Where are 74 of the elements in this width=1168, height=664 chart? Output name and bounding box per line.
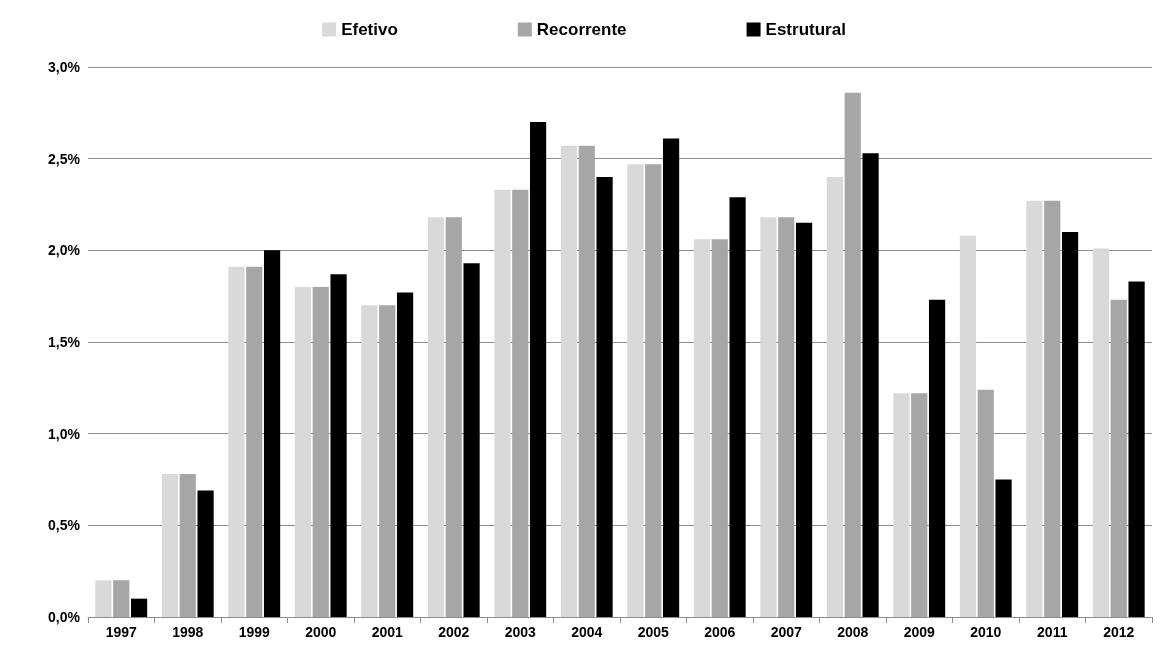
x-tick-label: 2006: [704, 624, 736, 640]
y-tick-label: 0,0%: [48, 609, 81, 625]
bar: [893, 393, 910, 617]
x-tick-label: 2009: [903, 624, 936, 640]
bar: [263, 250, 281, 617]
x-tick-label: 2011: [1037, 624, 1068, 640]
bar: [246, 266, 263, 617]
bar: [560, 145, 578, 617]
y-tick-label: 2,5%: [48, 150, 81, 167]
bar: [1110, 299, 1127, 617]
bar: [862, 153, 879, 617]
bar: [995, 479, 1012, 617]
bar: [1128, 281, 1145, 617]
bar: [760, 217, 777, 617]
x-tick-label: 2007: [770, 624, 803, 640]
x-tick-label: 1999: [238, 624, 271, 640]
x-tick-label: 1997: [105, 624, 138, 640]
bar: [512, 189, 529, 617]
bar: [494, 189, 511, 617]
bar: [161, 474, 179, 617]
x-tick-label: 2005: [637, 624, 670, 640]
bar: [844, 92, 861, 617]
bar: [197, 490, 214, 617]
bar: [396, 292, 414, 617]
bar: [928, 299, 946, 617]
bar: [1044, 200, 1061, 617]
bar: [361, 305, 378, 617]
bar: [662, 138, 680, 617]
bar: [1092, 248, 1110, 617]
bar: [778, 217, 795, 617]
bar: [179, 474, 196, 617]
legend-label: Recorrente: [536, 20, 627, 39]
bar: [693, 239, 711, 617]
x-tick-label: 2002: [438, 624, 470, 640]
bar: [379, 305, 396, 617]
bar: [826, 177, 844, 617]
bar: [1026, 200, 1043, 617]
bar: [795, 222, 813, 617]
bar: [330, 274, 347, 617]
x-tick-label: 2010: [970, 624, 1002, 640]
bar: [596, 177, 613, 617]
bar: [627, 164, 644, 617]
x-tick-label: 2001: [371, 624, 404, 640]
bar: [645, 164, 662, 617]
legend-label: Efetivo: [341, 20, 398, 39]
y-tick-label: 2,0%: [48, 242, 81, 259]
bar: [228, 266, 245, 617]
bar: [529, 122, 547, 617]
legend-label: Estrutural: [765, 20, 846, 39]
bar: [95, 580, 112, 617]
bar: [959, 235, 977, 617]
bar: [113, 580, 130, 617]
bar: [130, 598, 148, 617]
bar: [312, 287, 329, 617]
y-tick-label: 0,5%: [48, 517, 81, 534]
x-tick-label: 2004: [571, 624, 603, 640]
bar: [729, 197, 746, 617]
x-tick-label: 2012: [1103, 624, 1135, 640]
bar: [711, 239, 728, 617]
bar: [463, 263, 480, 617]
bar: [1061, 232, 1079, 617]
y-tick-label: 3,0%: [48, 59, 81, 75]
bar: [578, 145, 595, 617]
x-tick-label: 2000: [305, 624, 337, 640]
x-tick-label: 2008: [837, 624, 869, 640]
y-tick-label: 1,0%: [48, 425, 81, 442]
bar: [445, 217, 462, 617]
bar: [977, 389, 994, 617]
bar: [911, 393, 928, 617]
x-tick-label: 2003: [504, 624, 537, 640]
bar: [427, 217, 445, 617]
y-tick-label: 1,5%: [48, 334, 81, 350]
x-tick-label: 1998: [172, 624, 204, 640]
bar: [294, 287, 312, 617]
